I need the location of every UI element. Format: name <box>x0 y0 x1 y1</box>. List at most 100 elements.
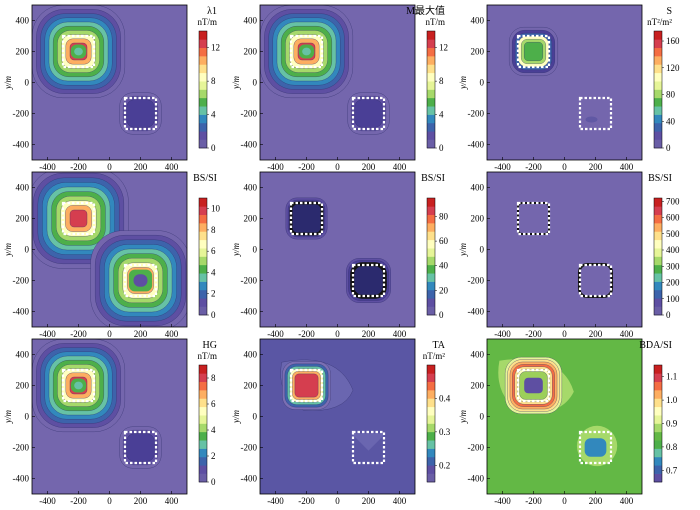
chart-panel-e: -400-2000200400-400-2000200400x/my/m(e)0… <box>231 171 449 359</box>
colorbar-segment <box>199 239 207 249</box>
colorbar-tick-label: 8 <box>211 225 216 235</box>
colorbar-segment <box>199 248 207 257</box>
y-tick-label: -200 <box>468 443 485 453</box>
colorbar-segment <box>199 64 207 74</box>
plot-background <box>260 172 415 327</box>
y-axis-label: y/m <box>3 243 13 257</box>
y-tick-label: -200 <box>241 443 258 453</box>
colorbar-tick-label: 2 <box>211 289 216 299</box>
chart-title: HG <box>203 340 217 351</box>
colorbar-segment <box>654 223 662 232</box>
colorbar-segment <box>654 289 662 299</box>
x-tick-label: 400 <box>165 496 179 505</box>
prism-outline-2 <box>578 96 613 131</box>
colorbar-segment <box>199 431 207 441</box>
colorbar-tick-label: 0 <box>666 143 671 153</box>
colorbar-segment <box>427 264 435 274</box>
colorbar-tick-label: 8 <box>211 373 216 383</box>
y-tick-label: 200 <box>244 214 258 224</box>
x-tick-label: -200 <box>70 496 87 505</box>
y-tick-label: 400 <box>244 350 258 360</box>
x-tick-label: 0 <box>107 496 112 505</box>
x-tick-label: 200 <box>589 162 603 172</box>
colorbar-tick-label: 700 <box>666 196 680 206</box>
y-tick-label: 0 <box>25 245 30 255</box>
colorbar-tick-label: 0 <box>439 143 444 153</box>
colorbar-segment <box>654 139 662 149</box>
contour-band <box>354 99 383 128</box>
colorbar-segment <box>199 264 207 274</box>
colorbar-segment <box>427 106 435 115</box>
y-tick-label: 400 <box>16 16 30 26</box>
contour-band <box>133 274 148 287</box>
y-tick-label: 400 <box>16 350 30 360</box>
y-tick-label: -200 <box>241 276 258 286</box>
chart-title: TA <box>432 340 445 351</box>
colorbar-segment <box>654 415 662 424</box>
y-tick-label: 0 <box>253 412 258 422</box>
chart-title: BS/SI <box>193 173 217 184</box>
y-tick-label: 200 <box>471 381 485 391</box>
colorbar-segment <box>199 198 207 207</box>
colorbar-segment <box>427 72 435 82</box>
chart-title: BS/SI <box>648 173 672 184</box>
x-tick-label: -400 <box>494 329 511 339</box>
x-tick-label: -200 <box>525 162 542 172</box>
colorbar-tick-label: 0.9 <box>666 419 678 429</box>
colorbar-segment <box>427 365 435 374</box>
x-tick-label: -400 <box>494 496 511 505</box>
colorbar-segment <box>427 239 435 249</box>
colorbar-tick-label: 200 <box>666 278 680 288</box>
x-tick-label: 400 <box>393 496 407 505</box>
colorbar-tick-label: 100 <box>666 294 680 304</box>
colorbar-frame <box>426 197 436 316</box>
colorbar-tick-label: 0.7 <box>666 465 678 475</box>
y-tick-label: 200 <box>16 381 30 391</box>
x-tick-label: -200 <box>298 162 315 172</box>
chart-title: BS/SI <box>421 173 445 184</box>
contour-band <box>126 433 155 462</box>
colorbar-tick-label: 600 <box>666 213 680 223</box>
y-tick-label: 0 <box>480 245 485 255</box>
y-axis-label: y/m <box>231 243 241 257</box>
colorbar-segment <box>654 131 662 140</box>
y-tick-label: -200 <box>468 276 485 286</box>
contour-band <box>69 209 88 228</box>
contour-band <box>74 47 83 56</box>
x-tick-label: 400 <box>393 329 407 339</box>
colorbar-segment <box>654 473 662 483</box>
colorbar-tick-label: 0 <box>666 310 671 320</box>
colorbar-segment <box>654 231 662 241</box>
colorbar-segment <box>654 248 662 257</box>
y-tick-label: 200 <box>16 214 30 224</box>
colorbar-segment <box>427 256 435 266</box>
colorbar-tick-label: 60 <box>439 236 449 246</box>
x-tick-label: 0 <box>335 496 340 505</box>
colorbar-tick-label: 4 <box>211 110 216 120</box>
colorbar-tick-label: 8 <box>211 76 216 86</box>
plot-area <box>509 27 613 131</box>
chart-panel-a: -400-2000200400-400-2000200400x/my/m(a)0… <box>3 4 220 192</box>
colorbar-segment <box>654 256 662 266</box>
colorbar-segment <box>654 64 662 74</box>
colorbar-segment <box>654 31 662 40</box>
x-tick-label: -400 <box>267 329 284 339</box>
colorbar-segment <box>199 390 207 399</box>
y-tick-label: -200 <box>13 443 30 453</box>
colorbar-segment <box>654 239 662 249</box>
colorbar-tick-label: 0 <box>439 310 444 320</box>
colorbar-segment <box>654 440 662 449</box>
colorbar-segment <box>199 122 207 132</box>
colorbar-tick-label: 80 <box>439 211 449 221</box>
y-tick-label: 400 <box>471 183 485 193</box>
prism-outline-1 <box>289 368 324 403</box>
colorbar-tick-label: 120 <box>666 63 680 73</box>
prism-outline-2 <box>123 96 158 131</box>
colorbar-segment <box>199 289 207 299</box>
colorbar-segment <box>199 298 207 307</box>
x-tick-label: 400 <box>620 496 634 505</box>
colorbar-segment <box>199 131 207 140</box>
colorbar-segment <box>427 31 435 40</box>
prism-outline-1 <box>516 201 551 236</box>
x-tick-label: 400 <box>393 162 407 172</box>
